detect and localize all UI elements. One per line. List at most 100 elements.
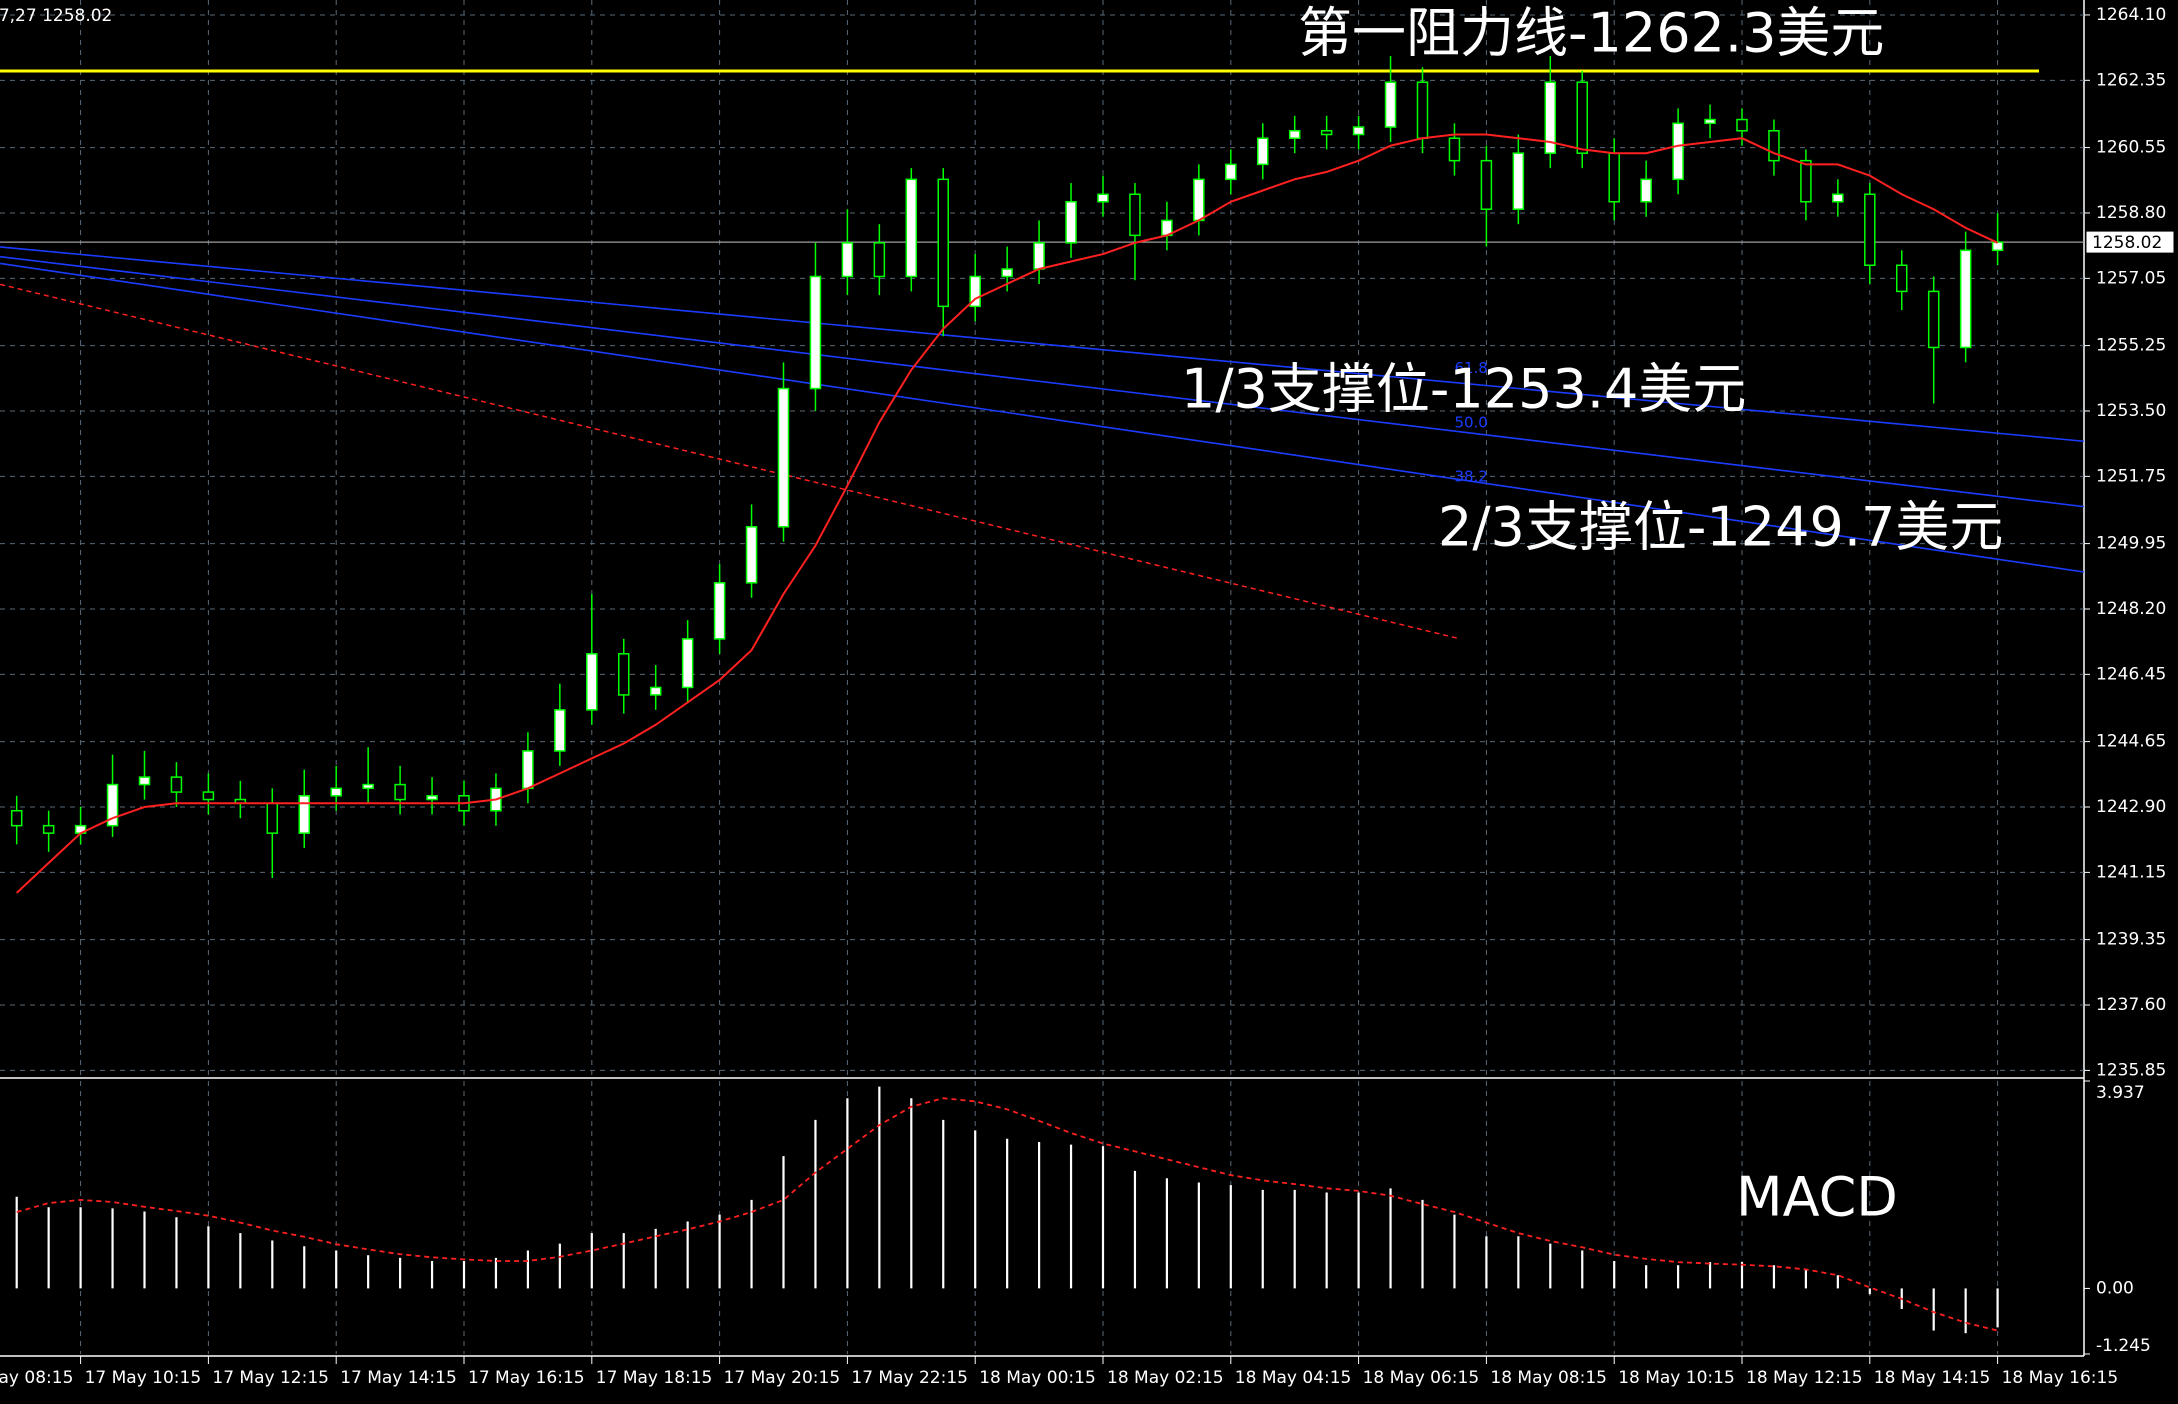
candle-body: [138, 776, 151, 786]
fib-label: 61.8: [1454, 359, 1487, 377]
candle-body: [586, 653, 598, 711]
candle-body: [1576, 81, 1588, 154]
y-tick-label: 1246.45: [2096, 664, 2166, 684]
x-tick-label: 18 May 12:15: [1746, 1368, 1863, 1388]
x-tick-label: 18 May 02:15: [1107, 1368, 1224, 1388]
candle-body: [362, 783, 374, 790]
candle-body: [10, 809, 23, 827]
candle-body: [1480, 159, 1493, 210]
candle-body: [841, 242, 854, 278]
panel-title: MACD: [1736, 1166, 1898, 1229]
moving-average: [16, 133, 1999, 894]
y-tick-label: 1257.05: [2096, 268, 2166, 288]
candle-body: [1672, 122, 1684, 181]
candle-body: [1544, 81, 1557, 154]
candle-body: [1065, 201, 1077, 244]
candle-body: [873, 242, 886, 278]
candle-body: [745, 526, 758, 584]
x-tick-label: 17 May 10:15: [85, 1368, 202, 1388]
candle-body: [1768, 130, 1780, 162]
candle-body: [106, 783, 119, 827]
candle-body: [298, 795, 310, 834]
support-label: 2/3支撑位-1249.7美元: [1438, 496, 2003, 559]
x-tick-label: 17 May 22:15: [851, 1368, 968, 1388]
candle-body: [649, 686, 662, 696]
candle-body: [1320, 130, 1333, 136]
support-label: 1/3支撑位-1253.4美元: [1181, 358, 1746, 421]
candle-body: [1384, 81, 1397, 128]
candle-body: [713, 582, 726, 640]
candle-body: [1800, 159, 1812, 203]
candle-body: [1991, 241, 2004, 252]
fib-label: 38.2: [1454, 467, 1487, 485]
candle-body: [1288, 130, 1301, 139]
candle-body: [1959, 249, 1972, 349]
candle-body: [1896, 264, 1908, 293]
candle-body: [202, 791, 215, 801]
y-tick-label: 1253.50: [2096, 401, 2166, 421]
y-tick-label: 1239.35: [2096, 930, 2166, 950]
y-tick-label: 1255.25: [2096, 336, 2166, 356]
candle-body: [1416, 81, 1429, 139]
candle-body: [170, 776, 183, 793]
candle-body: [1352, 126, 1365, 136]
candle-body: [426, 795, 438, 801]
candle-body: [809, 275, 822, 390]
candle-body: [42, 824, 55, 834]
candle-body: [1736, 118, 1748, 132]
candle-body: [969, 275, 981, 308]
y-tick-label: 1260.55: [2096, 138, 2166, 158]
y-tick-label: 1258.80: [2096, 203, 2166, 223]
y-tick-label: 1264.10: [2096, 5, 2166, 25]
candle-body: [1033, 242, 1045, 270]
x-tick-label: 18 May 00:15: [979, 1368, 1096, 1388]
x-tick-label: 17 May 14:15: [340, 1368, 457, 1388]
x-tick-label: 18 May 04:15: [1235, 1368, 1352, 1388]
x-tick-label: 17 May 20:15: [724, 1368, 841, 1388]
trend-line: [0, 255, 2084, 508]
candle-body: [937, 178, 949, 308]
x-tick-label: 18 May 06:15: [1363, 1368, 1480, 1388]
x-tick-label: 18 May 08:15: [1490, 1368, 1607, 1388]
x-tick-label: 18 May 10:15: [1618, 1368, 1735, 1388]
candle-body: [522, 750, 534, 790]
candle-body: [1704, 118, 1716, 125]
y-tick-label: 1262.35: [2096, 70, 2166, 90]
trend-line: [0, 262, 2084, 573]
price-box-label: 1258.02: [2092, 233, 2162, 253]
y-tick-label: 1237.60: [2096, 995, 2166, 1015]
candle-body: [266, 802, 279, 834]
x-tick-label: 18 May 14:15: [1874, 1368, 1991, 1388]
candle-body: [1257, 137, 1269, 166]
candle-body: [1129, 193, 1141, 237]
candle-body: [1640, 178, 1652, 203]
fib-label: 50.0: [1454, 414, 1487, 432]
x-tick-label: 17 May 16:15: [468, 1368, 585, 1388]
candle-body: [905, 178, 918, 278]
candle-body: [1832, 193, 1844, 203]
y-tick-label: 1244.65: [2096, 732, 2166, 752]
y-tick-label: 1242.90: [2096, 797, 2166, 817]
candle-body: [777, 387, 790, 528]
candle-body: [394, 783, 406, 801]
candle-body: [1448, 137, 1461, 162]
x-tick-label: 17 May 08:15: [0, 1368, 73, 1388]
y-tick-label: 3.937: [2096, 1083, 2145, 1103]
signal-line: [16, 1097, 1998, 1332]
trend-line: [0, 246, 2084, 443]
header-text: 57,27 1258.02: [0, 6, 112, 26]
candle-body: [1225, 163, 1237, 181]
candle-body: [1097, 193, 1109, 203]
candle-body: [681, 638, 694, 689]
y-tick-label: 1249.95: [2096, 534, 2166, 554]
candle-body: [1927, 290, 1940, 349]
y-tick-label: 0.00: [2096, 1278, 2134, 1298]
candle-body: [1193, 178, 1205, 222]
candle-body: [618, 653, 630, 696]
y-tick-label: 1241.15: [2096, 862, 2166, 882]
candle-body: [554, 709, 566, 752]
y-tick-label: 1248.20: [2096, 599, 2166, 619]
candle-body: [1001, 268, 1013, 278]
